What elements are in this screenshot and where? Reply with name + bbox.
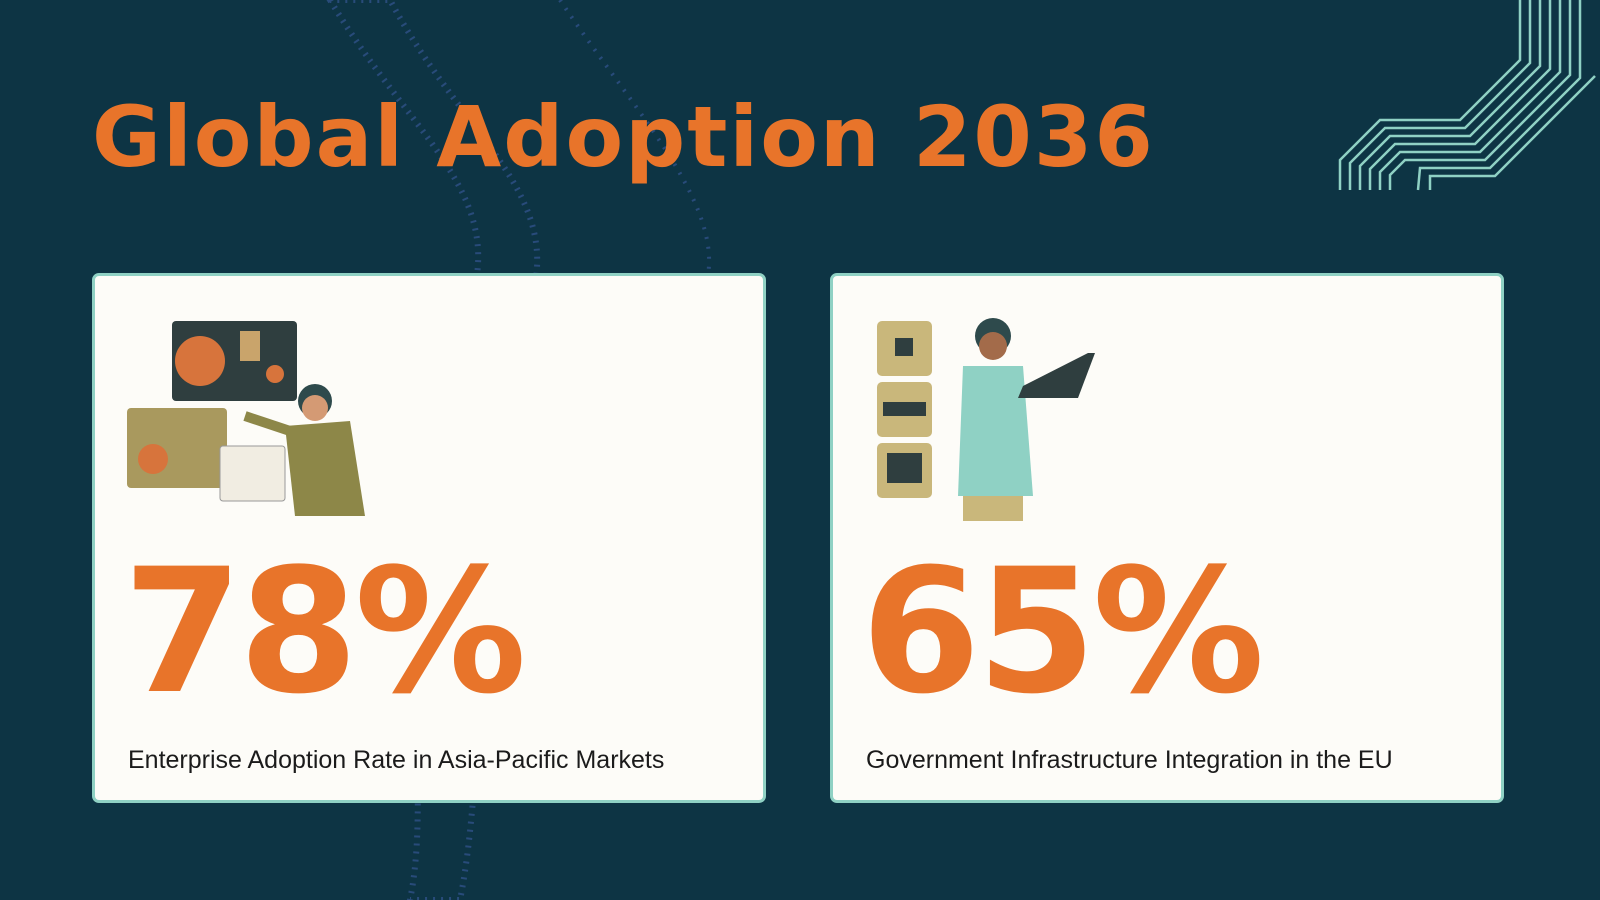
stat-label: Enterprise Adoption Rate in Asia-Pacific… [128,746,665,774]
stat-label: Government Infrastructure Integration in… [866,746,1393,774]
circuit-lines [1338,0,1596,191]
stat-value: 78% [123,531,527,732]
stat-card: 78% Enterprise Adoption Rate in Asia-Pac… [92,273,766,803]
stat-card: 65% Government Infrastructure Integratio… [830,273,1504,803]
illustration [127,321,365,516]
stat-value: 65% [861,531,1265,732]
slide-title: Global Adoption 2036 [92,88,1155,186]
illustration [877,318,1095,521]
